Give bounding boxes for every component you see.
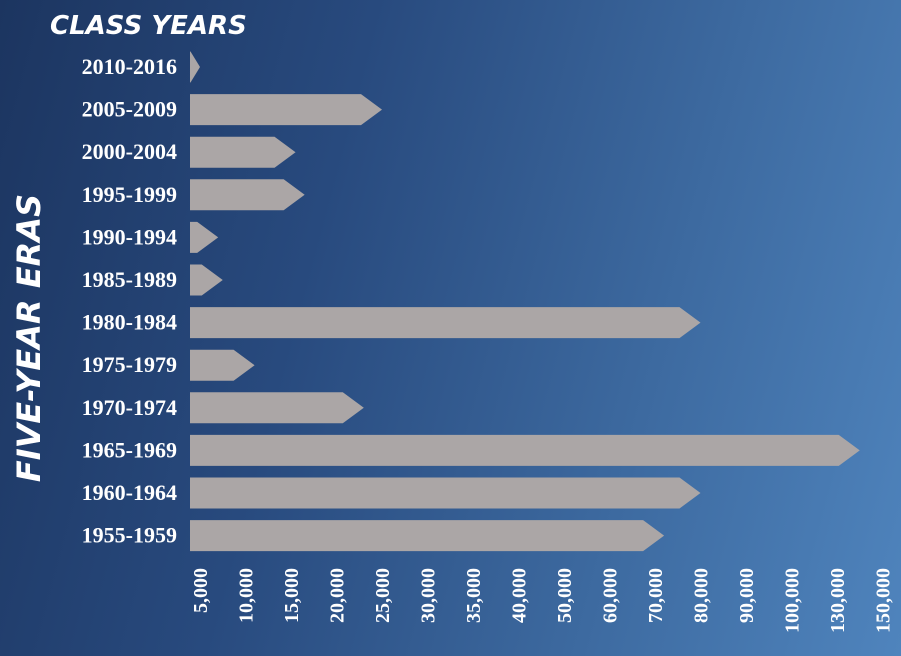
category-labels: 2010-2016 2005-2009 2000-2004 1995-1999 1990… bbox=[82, 54, 177, 548]
category-label: 1970-1974 bbox=[82, 395, 177, 420]
bar-2000-2004 bbox=[190, 136, 296, 168]
bar-1985-1989 bbox=[190, 264, 223, 296]
bar-1960-1964 bbox=[190, 477, 701, 509]
category-label: 1975-1979 bbox=[82, 352, 177, 377]
x-tick-label: 5,000 bbox=[190, 568, 212, 613]
x-tick-labels: 5,000 10,000 15,000 20,000 25,000 30,000 35,00… bbox=[190, 568, 895, 633]
x-tick-label: 150,000 bbox=[873, 568, 895, 633]
bar-2005-2009 bbox=[190, 94, 382, 126]
x-tick-label: 20,000 bbox=[327, 568, 349, 623]
category-label: 1985-1989 bbox=[82, 267, 177, 292]
category-label: 1955-1959 bbox=[82, 523, 177, 548]
category-label: 1965-1969 bbox=[82, 437, 177, 462]
bar-1970-1974 bbox=[190, 392, 364, 424]
category-label: 2000-2004 bbox=[82, 139, 177, 164]
x-tick-label: 130,000 bbox=[827, 568, 849, 633]
bar-1980-1984 bbox=[190, 307, 701, 339]
x-tick-label: 70,000 bbox=[645, 568, 667, 623]
x-tick-label: 60,000 bbox=[600, 568, 622, 623]
category-label: 1990-1994 bbox=[82, 224, 177, 249]
x-tick-label: 30,000 bbox=[418, 568, 440, 623]
category-label: 2010-2016 bbox=[82, 54, 177, 79]
chart-title: CLASS YEARS bbox=[50, 11, 247, 41]
x-tick-label: 50,000 bbox=[554, 568, 576, 623]
x-tick-label: 15,000 bbox=[281, 568, 303, 623]
bar-1995-1999 bbox=[190, 179, 305, 211]
bar-1975-1979 bbox=[190, 349, 255, 381]
bar-1955-1959 bbox=[190, 520, 665, 552]
y-axis-title: FIVE-YEAR ERAS bbox=[10, 194, 48, 482]
bar-1965-1969 bbox=[190, 434, 860, 466]
x-tick-label: 80,000 bbox=[691, 568, 713, 623]
x-tick-label: 40,000 bbox=[509, 568, 531, 623]
x-tick-label: 100,000 bbox=[782, 568, 804, 633]
x-tick-label: 25,000 bbox=[372, 568, 394, 623]
bar-2010-2016 bbox=[190, 51, 200, 83]
category-label: 1995-1999 bbox=[82, 182, 177, 207]
category-label: 1960-1964 bbox=[82, 480, 177, 505]
category-label: 2005-2009 bbox=[82, 97, 177, 122]
x-tick-label: 10,000 bbox=[236, 568, 258, 623]
category-label: 1980-1984 bbox=[82, 310, 177, 335]
x-tick-label: 35,000 bbox=[463, 568, 485, 623]
bar-1990-1994 bbox=[190, 221, 219, 253]
x-tick-label: 90,000 bbox=[736, 568, 758, 623]
bars-group bbox=[190, 51, 860, 552]
